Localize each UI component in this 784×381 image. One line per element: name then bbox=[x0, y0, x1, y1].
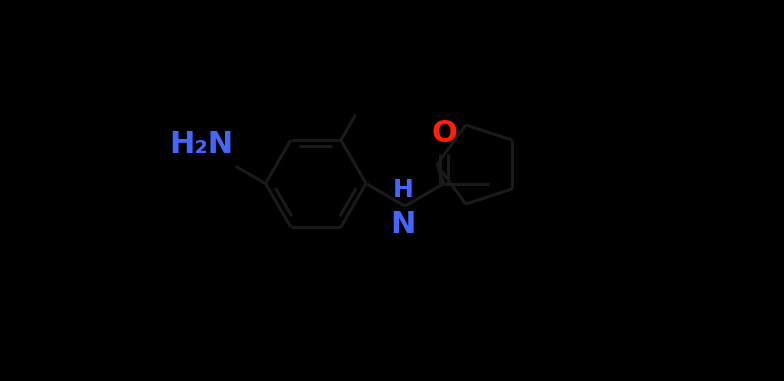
Text: H₂N: H₂N bbox=[169, 130, 234, 159]
Text: H: H bbox=[393, 178, 414, 202]
Text: O: O bbox=[431, 119, 457, 148]
Text: N: N bbox=[390, 210, 416, 239]
